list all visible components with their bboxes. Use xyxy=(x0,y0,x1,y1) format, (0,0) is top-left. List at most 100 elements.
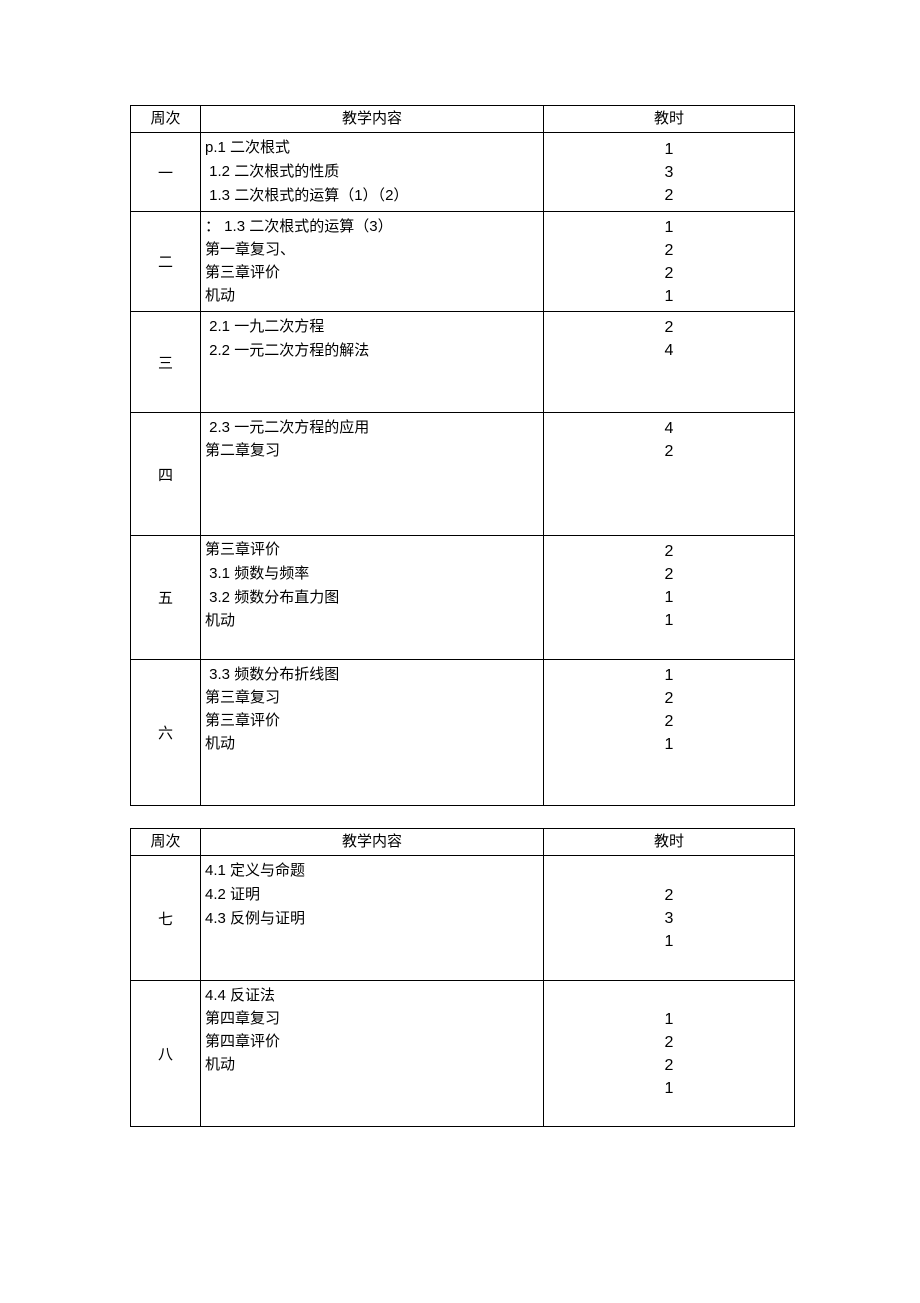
cell-line: 1 xyxy=(544,733,794,756)
cell-line: 1 xyxy=(544,216,794,239)
cell-line: 0 xyxy=(205,486,543,509)
cell-line: 机动 xyxy=(205,733,543,756)
cell-line: 3.2 频数分布直力图 xyxy=(205,586,543,610)
cell-line: 4 xyxy=(544,339,794,362)
hours-cell: 2400 xyxy=(544,312,795,413)
content-cell: 2.3 一元二次方程的应用第二章复习000 xyxy=(201,413,544,536)
cell-line: 2 xyxy=(544,316,794,339)
cell-line: 机动 xyxy=(205,610,543,633)
cell-line: ： 1.3 二次根式的运算（3） xyxy=(205,215,543,239)
table-row: 八4.4 反证法第四章复习第四章评价机动00012210 xyxy=(131,981,795,1127)
cell-line: 2 xyxy=(544,239,794,262)
cell-line: 1.2 二次根式的性质 xyxy=(205,160,543,184)
cell-line: 4.2 证明 xyxy=(205,883,543,907)
header-content: 教学内容 xyxy=(201,829,544,856)
cell-line: 2 xyxy=(544,687,794,710)
cell-line: 1 xyxy=(544,138,794,161)
table-row: 三 2.1 一九二次方程 2.2 一元二次方程的解法002400 xyxy=(131,312,795,413)
schedule-table-1: 周次 教学内容 教时 一p.1 二次根式 1.2 二次根式的性质 1.3 二次根… xyxy=(130,105,795,806)
table-row: 二： 1.3 二次根式的运算（3）第一章复习、第三章评价机动1221 xyxy=(131,212,795,312)
cell-line: 第二章复习 xyxy=(205,440,543,463)
cell-line: 1.3 二次根式的运算（1）（2） xyxy=(205,184,543,208)
cell-line: 第四章评价 xyxy=(205,1031,543,1054)
content-cell: 2.1 一九二次方程 2.2 一元二次方程的解法00 xyxy=(201,312,544,413)
cell-line: 2 xyxy=(544,710,794,733)
cell-line: 4.3 反例与证明 xyxy=(205,907,543,931)
cell-line: 3 xyxy=(544,907,794,930)
table-2-body: 七4.1 定义与命题4.2 证明4.3 反例与证明0002310八4.4 反证法… xyxy=(131,856,795,1127)
cell-line: 0 xyxy=(205,1100,543,1123)
cell-line: 2.2 一元二次方程的解法 xyxy=(205,339,543,363)
cell-line: 第三章评价 xyxy=(205,539,543,562)
cell-line: 0 xyxy=(205,756,543,779)
cell-line: 0 xyxy=(205,1077,543,1100)
content-cell: 3.3 频数分布折线图第三章复习第三章评价机动00 xyxy=(201,660,544,806)
content-cell: 第三章评价 3.1 频数与频率 3.2 频数分布直力图机动0 xyxy=(201,536,544,660)
table-row: 四 2.3 一元二次方程的应用第二章复习00042000 xyxy=(131,413,795,536)
cell-line: 2 xyxy=(544,563,794,586)
cell-line: 3.1 频数与频率 xyxy=(205,562,543,586)
header-hours: 教时 xyxy=(544,829,795,856)
week-cell: 三 xyxy=(131,312,201,413)
cell-line: 0 xyxy=(544,756,794,779)
cell-line: 4.1 定义与命题 xyxy=(205,859,543,883)
header-content: 教学内容 xyxy=(201,106,544,133)
cell-line: 0 xyxy=(544,509,794,532)
cell-line: 机动 xyxy=(205,285,543,308)
table-header-row: 周次 教学内容 教时 xyxy=(131,106,795,133)
cell-line: 2 xyxy=(544,262,794,285)
hours-cell: 02310 xyxy=(544,856,795,981)
cell-line: 0 xyxy=(544,632,794,655)
cell-line: 0 xyxy=(205,779,543,802)
content-cell: 4.4 反证法第四章复习第四章评价机动00 xyxy=(201,981,544,1127)
cell-line: 0 xyxy=(205,931,543,954)
hours-cell: 42000 xyxy=(544,413,795,536)
hours-cell: 122100 xyxy=(544,660,795,806)
week-cell: 六 xyxy=(131,660,201,806)
cell-line: 0 xyxy=(544,985,794,1008)
cell-line: 2 xyxy=(544,884,794,907)
week-cell: 七 xyxy=(131,856,201,981)
cell-line: 0 xyxy=(544,953,794,976)
hours-cell: 012210 xyxy=(544,981,795,1127)
cell-line: 0 xyxy=(544,779,794,802)
cell-line: 1 xyxy=(544,586,794,609)
cell-line: 第一章复习、 xyxy=(205,239,543,262)
cell-line: p.1 二次根式 xyxy=(205,136,543,160)
cell-line: 第三章评价 xyxy=(205,710,543,733)
header-week: 周次 xyxy=(131,106,201,133)
cell-line: 2 xyxy=(544,540,794,563)
table-1-body: 一p.1 二次根式 1.2 二次根式的性质 1.3 二次根式的运算（1）（2）1… xyxy=(131,133,795,806)
cell-line: 0 xyxy=(544,463,794,486)
cell-line: 4.4 反证法 xyxy=(205,984,543,1008)
cell-line: 1 xyxy=(544,664,794,687)
cell-line: 4 xyxy=(544,417,794,440)
cell-line: 1 xyxy=(544,609,794,632)
hours-cell: 1221 xyxy=(544,212,795,312)
table-row: 一p.1 二次根式 1.2 二次根式的性质 1.3 二次根式的运算（1）（2）1… xyxy=(131,133,795,212)
cell-line: 2.3 一元二次方程的应用 xyxy=(205,416,543,440)
week-cell: 二 xyxy=(131,212,201,312)
cell-line: 3.3 频数分布折线图 xyxy=(205,663,543,687)
week-cell: 四 xyxy=(131,413,201,536)
cell-line: 第三章复习 xyxy=(205,687,543,710)
cell-line: 1 xyxy=(544,285,794,308)
table-row: 五第三章评价 3.1 频数与频率 3.2 频数分布直力图机动022110 xyxy=(131,536,795,660)
cell-line: 0 xyxy=(205,954,543,977)
cell-line: 0 xyxy=(205,463,543,486)
cell-line: 2 xyxy=(544,1054,794,1077)
table-row: 七4.1 定义与命题4.2 证明4.3 反例与证明000 2310 xyxy=(131,856,795,981)
cell-line: 1 xyxy=(544,930,794,953)
cell-line: 2 xyxy=(544,1031,794,1054)
cell-line: 0 xyxy=(205,386,543,409)
cell-line: 2 xyxy=(544,440,794,463)
table-row: 六 3.3 频数分布折线图第三章复习第三章评价机动00122100 xyxy=(131,660,795,806)
hours-cell: 22110 xyxy=(544,536,795,660)
cell-line: 0 xyxy=(205,363,543,386)
cell-line: 0 xyxy=(205,633,543,656)
hours-cell: 132 xyxy=(544,133,795,212)
header-hours: 教时 xyxy=(544,106,795,133)
cell-line: 3 xyxy=(544,161,794,184)
cell-line: 0 xyxy=(544,385,794,408)
content-cell: 4.1 定义与命题4.2 证明4.3 反例与证明00 xyxy=(201,856,544,981)
